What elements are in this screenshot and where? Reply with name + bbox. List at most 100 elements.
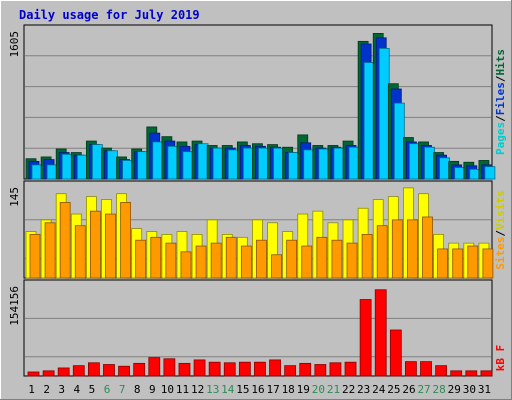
- x-tick-day-11: 11: [176, 383, 189, 396]
- bar-sites-day-18: [286, 239, 298, 279]
- x-tick-day-19: 19: [297, 383, 310, 396]
- bar-sites-day-2: [44, 222, 56, 279]
- bar-kb-f-day-5: [87, 362, 100, 377]
- x-tick-day-29: 29: [448, 383, 461, 396]
- bar-sites-day-28: [437, 248, 449, 279]
- x-tick-day-10: 10: [161, 383, 174, 396]
- bar-sites-day-26: [407, 219, 418, 279]
- bar-sites-day-9: [150, 236, 162, 279]
- legend-sites: Sites: [494, 237, 507, 270]
- bar-sites-day-12: [195, 245, 207, 279]
- x-tick-day-4: 4: [74, 383, 81, 396]
- bar-pages-day-30: [469, 168, 481, 180]
- bar-pages-day-14: [227, 149, 239, 180]
- bar-kb-f-day-17: [269, 359, 281, 377]
- bar-kb-f-day-12: [193, 359, 206, 377]
- bar-sites-day-23: [361, 234, 373, 279]
- bar-sites-day-3: [59, 202, 71, 279]
- bar-sites-day-17: [271, 254, 282, 279]
- legend-files: Files: [494, 82, 507, 115]
- bar-pages-day-24: [378, 48, 390, 180]
- bar-pages-day-21: [333, 147, 345, 180]
- x-tick-day-27: 27: [417, 383, 430, 396]
- bar-pages-day-12: [197, 143, 209, 180]
- bar-pages-day-26: [409, 143, 420, 180]
- bar-kb-f-day-18: [284, 365, 297, 377]
- bar-kb-f-day-8: [133, 362, 146, 377]
- x-tick-day-20: 20: [312, 383, 325, 396]
- bar-pages-day-27: [424, 146, 435, 180]
- bar-pages-day-23: [363, 62, 375, 180]
- bar-kb-f-day-30: [465, 370, 478, 377]
- x-tick-day-5: 5: [89, 383, 96, 396]
- bar-sites-day-8: [135, 239, 147, 279]
- x-tick-day-28: 28: [433, 383, 446, 396]
- x-tick-day-9: 9: [149, 383, 156, 396]
- x-tick-day-24: 24: [372, 383, 386, 396]
- bar-pages-day-29: [454, 167, 466, 180]
- bar-kb-f-day-26: [405, 361, 417, 377]
- bar-kb-f-day-3: [57, 367, 70, 377]
- bar-pages-day-8: [137, 151, 149, 180]
- bar-kb-f-day-1: [27, 371, 40, 377]
- series-legend-label: kB F: [494, 345, 507, 372]
- day-axis: 1 2 3 4 5 6 7 8 9 10 11 12 13 14 15 16 17 18 19 20 21 22 23 24 2…: [28, 383, 491, 396]
- bar-kb-f-day-11: [178, 362, 191, 377]
- bar-kb-f-day-16: [254, 361, 266, 377]
- bar-kb-f-day-28: [435, 365, 448, 377]
- legend-separator: /: [494, 75, 507, 82]
- legend-separator: /: [494, 230, 507, 237]
- chart-title: Daily usage for July 2019: [19, 8, 200, 22]
- x-tick-day-14: 14: [221, 383, 235, 396]
- x-tick-day-25: 25: [387, 383, 400, 396]
- x-tick-day-26: 26: [402, 383, 415, 396]
- bar-kb-f-day-23: [359, 299, 372, 377]
- bar-kb-f-day-14: [223, 362, 236, 377]
- x-tick-day-23: 23: [357, 383, 370, 396]
- x-tick-day-17: 17: [266, 383, 279, 396]
- bar-pages-day-18: [288, 152, 300, 180]
- x-tick-day-13: 13: [206, 383, 219, 396]
- bar-sites-day-27: [422, 216, 433, 279]
- bar-pages-day-11: [182, 151, 194, 180]
- y-max-label: 145: [8, 187, 21, 207]
- bar-sites-day-4: [74, 225, 86, 279]
- bar-pages-day-7: [122, 160, 133, 180]
- bar-kb-f-day-7: [118, 365, 130, 377]
- bar-sites-day-24: [376, 225, 388, 279]
- x-tick-day-22: 22: [342, 383, 355, 396]
- bar-pages-day-4: [76, 154, 88, 180]
- bar-sites-day-15: [240, 245, 252, 279]
- bar-kb-f-day-15: [238, 361, 251, 377]
- bar-kb-f-day-13: [208, 361, 221, 377]
- bar-kb-f-day-25: [389, 329, 402, 377]
- x-tick-day-7: 7: [119, 383, 126, 396]
- bar-kb-f-day-19: [299, 362, 312, 377]
- bar-pages-day-20: [318, 148, 330, 180]
- bar-pages-day-10: [167, 145, 179, 180]
- bar-pages-day-6: [107, 150, 118, 180]
- bar-sites-day-10: [165, 242, 177, 279]
- bar-pages-day-25: [393, 102, 405, 180]
- x-tick-day-6: 6: [104, 383, 111, 396]
- legend-separator: /: [494, 115, 507, 122]
- bar-kb-f-day-27: [420, 361, 432, 377]
- bar-pages-day-31: [484, 166, 496, 180]
- bar-sites-day-7: [120, 202, 131, 279]
- bar-sites-day-11: [180, 251, 192, 279]
- bar-pages-day-15: [242, 147, 254, 180]
- kbytes-panel: 154156 kB F: [8, 279, 507, 377]
- y-max-label: 1605: [8, 31, 21, 58]
- x-tick-day-31: 31: [478, 383, 491, 396]
- x-tick-day-30: 30: [463, 383, 476, 396]
- x-tick-day-16: 16: [251, 383, 264, 396]
- bar-kb-f-day-4: [72, 365, 85, 377]
- series-legend-label: Sites/Visits: [494, 190, 507, 270]
- bar-pages-day-5: [91, 144, 103, 180]
- bar-kb-f-day-10: [163, 358, 176, 377]
- legend-pages: Pages: [494, 122, 507, 155]
- bar-sites-day-30: [467, 245, 479, 279]
- bar-sites-day-13: [210, 242, 222, 279]
- legend-kb-f: kB F: [494, 345, 507, 372]
